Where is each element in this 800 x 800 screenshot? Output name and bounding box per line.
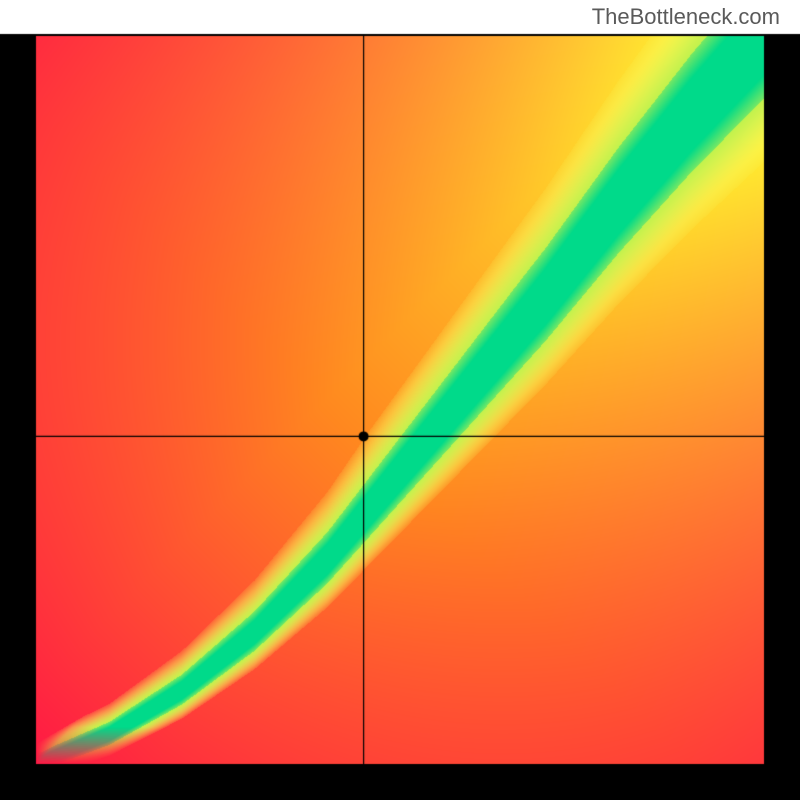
heatmap-canvas (0, 0, 800, 800)
chart-container: TheBottleneck.com (0, 0, 800, 800)
